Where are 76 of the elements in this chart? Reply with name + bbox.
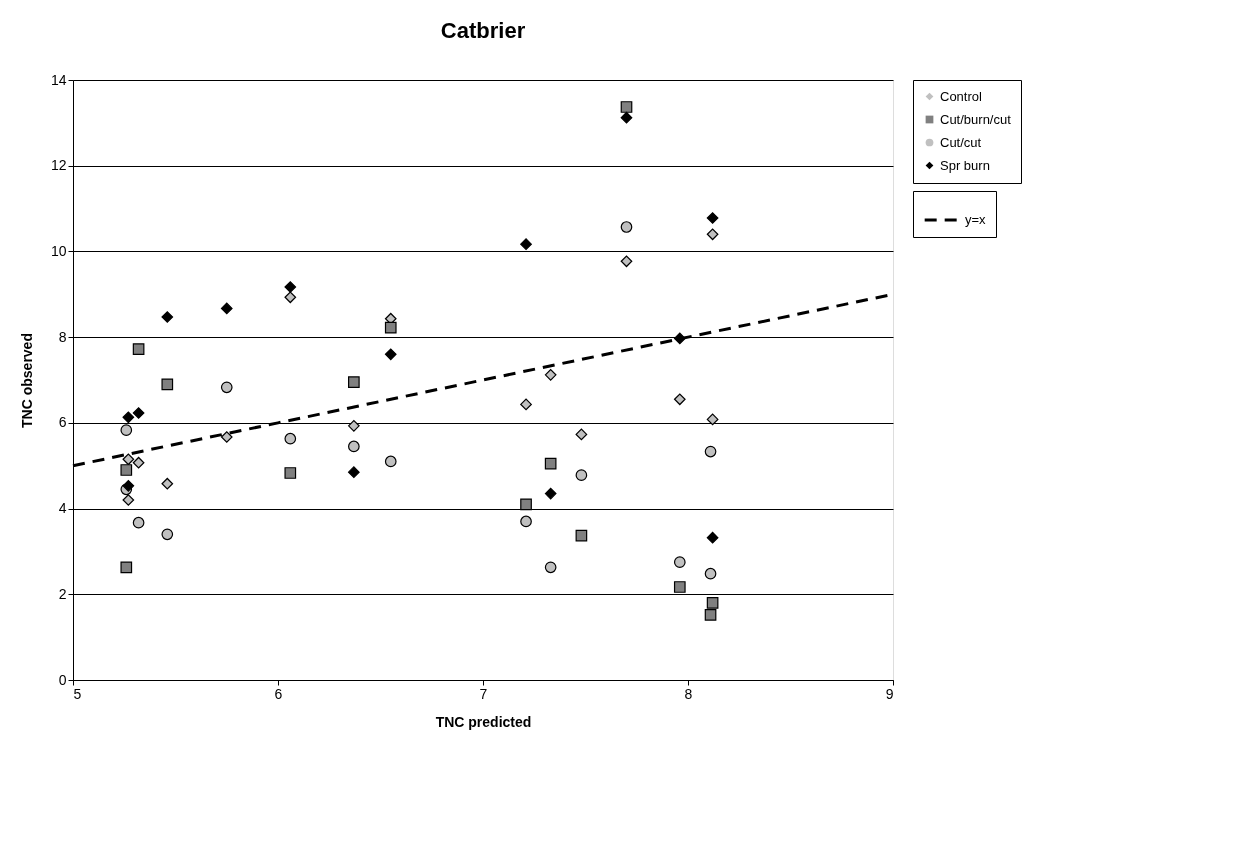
legend-label: Cut/burn/cut (940, 111, 1012, 127)
point (704, 609, 717, 621)
point (620, 221, 633, 233)
point (220, 431, 233, 443)
point (120, 464, 133, 476)
chart-title: Catbrier (440, 18, 526, 43)
point (544, 457, 557, 470)
point (284, 432, 297, 445)
point (384, 321, 397, 334)
point (348, 420, 360, 432)
point (704, 445, 717, 458)
y-axis-title: TNC observed (18, 333, 35, 428)
point (673, 581, 686, 593)
point (348, 440, 360, 453)
point (220, 302, 233, 315)
point (620, 111, 633, 124)
point (544, 487, 557, 500)
legend-label: Spr burn (940, 157, 990, 173)
y-tick-label: 0 (58, 671, 67, 688)
point (284, 281, 297, 293)
point (706, 228, 719, 241)
point (706, 212, 719, 224)
point (384, 455, 397, 468)
point (544, 369, 557, 381)
point (122, 480, 135, 492)
point (284, 291, 297, 304)
point (348, 376, 360, 388)
point (220, 381, 233, 394)
point (575, 529, 588, 542)
point (122, 494, 135, 506)
point (706, 597, 719, 609)
x-axis-title: TNC predicted (435, 713, 532, 730)
y-tick-label: 2 (58, 585, 67, 602)
point (704, 567, 717, 580)
y-tick-label: 14 (50, 71, 67, 88)
x-tick-label: 6 (274, 685, 283, 702)
point (161, 311, 174, 323)
point (161, 378, 174, 391)
point (673, 556, 686, 568)
point (122, 453, 135, 466)
point (132, 407, 145, 419)
y-tick-label: 4 (58, 500, 67, 517)
y-tick-label: 10 (50, 242, 67, 259)
point (122, 411, 135, 424)
point (132, 456, 145, 469)
x-tick-label: 8 (684, 685, 693, 702)
point (520, 238, 532, 250)
point (120, 424, 133, 436)
x-tick-label: 7 (479, 685, 488, 702)
y-tick-label: 12 (50, 157, 67, 174)
point (132, 516, 145, 529)
point (575, 428, 588, 441)
point (673, 393, 686, 406)
point (706, 531, 719, 544)
point (161, 477, 174, 490)
point (706, 413, 719, 426)
legend-label: Cut/cut (940, 134, 982, 150)
point (161, 528, 174, 541)
point (620, 101, 633, 113)
point (384, 348, 397, 361)
point (132, 343, 145, 355)
point (520, 515, 532, 528)
x-tick-label: 5 (73, 685, 82, 702)
point (520, 498, 532, 511)
y-tick-label: 6 (58, 414, 67, 431)
point (620, 255, 633, 268)
x-tick-label: 9 (885, 685, 894, 702)
point (575, 469, 588, 481)
point (348, 466, 360, 478)
point (520, 398, 532, 411)
point (284, 467, 297, 479)
legend-label: y=x (965, 212, 987, 227)
y-tick-label: 8 (58, 328, 67, 345)
point (544, 561, 557, 574)
legend-label: Control (940, 88, 983, 104)
point (120, 561, 133, 574)
